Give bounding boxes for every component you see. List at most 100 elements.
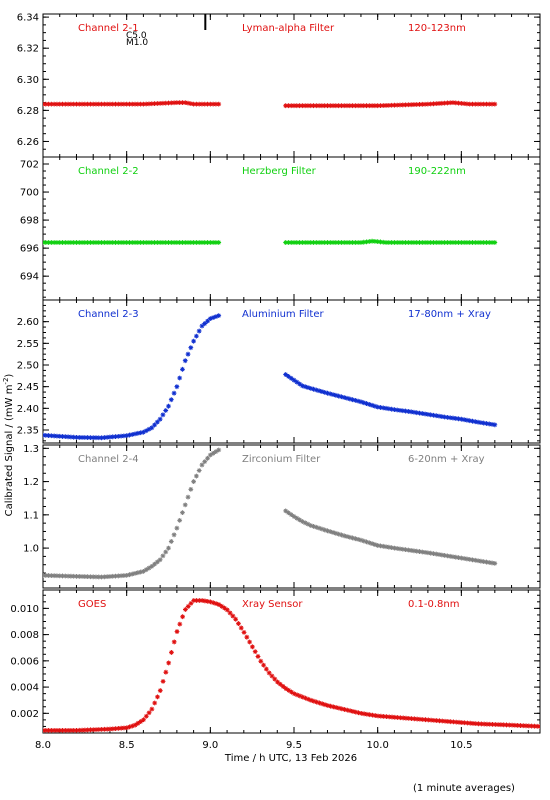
data-point [303,695,308,701]
data-point [431,551,436,557]
data-point [322,702,328,708]
data-point [532,723,537,729]
data-point [433,551,439,557]
data-point [82,101,88,107]
data-point [113,240,118,245]
data-point [453,100,459,106]
data-point [85,101,91,107]
data-point [180,510,185,516]
data-point [436,413,442,419]
data-point [481,420,487,426]
data-point [333,103,339,109]
y-axis-label: Calibrated Signal / (mW m-2) [2,374,15,517]
data-point [431,412,436,418]
data-point [380,405,386,411]
data-point [43,101,49,107]
data-point [101,101,107,107]
flare-class-label: M1.0 [126,38,148,48]
data-point [46,101,51,107]
data-point [169,650,174,655]
data-point [46,240,51,245]
data-point [498,722,504,728]
data-point [196,240,202,245]
data-point [436,240,442,245]
data-point [375,713,381,719]
data-point [174,629,180,634]
data-point [146,710,152,716]
data-point [216,447,222,453]
data-point [405,409,411,414]
filter-label: Zirconium Filter [242,454,321,465]
data-point [322,240,328,245]
data-point [168,100,174,106]
data-point [428,717,434,723]
data-point [216,602,222,607]
data-point [389,714,395,720]
panel-frame-1 [42,13,541,158]
x-axis-label: Time / h UTC, 13 Feb 2026 [224,753,357,764]
data-point [344,395,350,401]
data-point [129,240,135,245]
data-point [313,103,319,109]
data-point [135,720,141,726]
data-point [445,553,450,559]
data-point [344,707,350,713]
data-point [473,721,479,727]
data-point [127,240,132,245]
data-point [185,494,191,500]
data-point [104,434,110,440]
data-point [422,549,428,555]
data-point [74,434,79,440]
data-point [180,366,185,372]
data-point [478,558,484,564]
data-point [392,407,397,413]
data-point [138,719,144,724]
data-point [71,573,77,579]
data-point [347,708,353,714]
data-point [311,698,317,704]
data-point [71,101,77,107]
data-point [489,101,495,107]
data-point [417,102,422,107]
data-point [501,722,507,728]
data-point [210,600,216,606]
data-point [492,422,498,428]
series-points-4 [43,447,498,580]
y-tick-label: 702 [20,160,39,171]
data-point [327,103,333,109]
data-point [299,103,305,109]
data-point [154,240,160,245]
data-point [88,435,93,441]
data-point [110,240,116,245]
data-point [96,574,102,580]
data-point [283,240,289,245]
y-tick-label: 2.55 [17,339,39,350]
data-point [467,557,473,562]
data-point [445,414,450,420]
data-point [138,569,144,575]
data-point [166,403,171,409]
data-point [152,700,158,706]
data-point [504,722,509,728]
data-point [210,450,216,456]
data-point [458,416,464,422]
data-point [475,101,481,107]
data-point [160,100,166,106]
data-point [193,240,199,245]
data-point [143,567,149,573]
data-point [311,523,316,529]
data-point [328,703,333,709]
data-point [353,709,359,715]
data-point [294,692,300,698]
data-point [182,607,188,612]
data-point [51,573,57,579]
y-tick-label: 6.30 [17,75,39,86]
data-point [185,604,191,609]
data-point [439,552,445,558]
data-point [48,573,54,579]
y-tick-label: 0.004 [10,683,39,694]
data-point [383,544,389,550]
data-point [336,240,342,245]
data-point [57,240,63,245]
